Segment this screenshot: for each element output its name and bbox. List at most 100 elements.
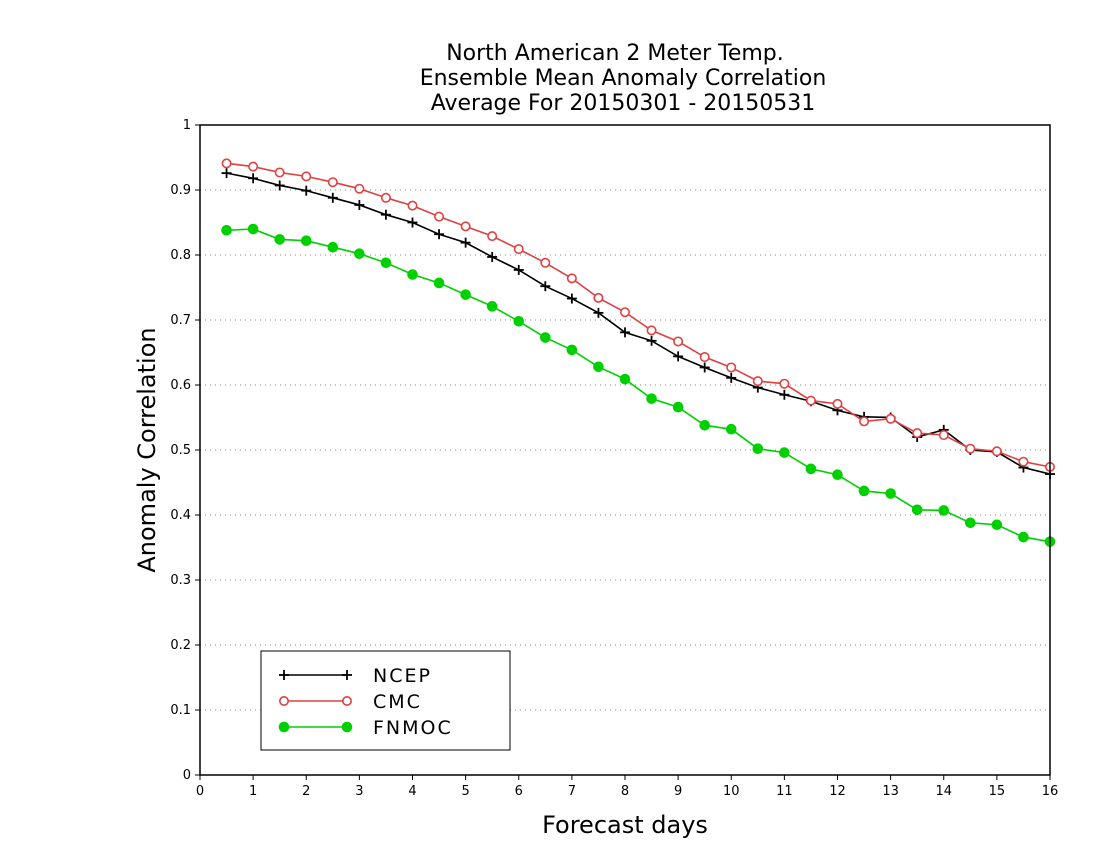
data-point-cmc bbox=[965, 443, 976, 454]
legend-item-cmc: CMC bbox=[278, 691, 422, 713]
x-axis-ticks: 0 1 2 3 4 5 6 7 8 9 10 11 12 13 14 15 16 bbox=[196, 775, 1058, 799]
series-line-ncep bbox=[226, 172, 1051, 475]
x-tick-label: 4 bbox=[408, 784, 416, 799]
data-point-ncep bbox=[434, 229, 445, 240]
data-point-fnmoc bbox=[1018, 531, 1029, 543]
y-axis-label: Anomaly Correlation bbox=[133, 327, 161, 572]
x-tick-label: 7 bbox=[568, 784, 576, 799]
legend-item-fnmoc: FNMOC bbox=[278, 717, 453, 739]
series-fnmoc bbox=[221, 223, 1056, 547]
data-point-cmc bbox=[726, 362, 737, 373]
legend-marker bbox=[279, 670, 289, 680]
chart-title: North American 2 Meter Temp. Ensemble Me… bbox=[420, 41, 827, 116]
data-point-cmc bbox=[354, 183, 365, 194]
data-point-fnmoc bbox=[380, 257, 392, 269]
x-tick-label: 12 bbox=[829, 784, 846, 799]
x-tick-label: 5 bbox=[461, 784, 469, 799]
y-tick-label: 0 bbox=[183, 768, 191, 783]
x-tick-label: 14 bbox=[935, 784, 952, 799]
data-point-cmc bbox=[274, 167, 285, 178]
data-point-fnmoc bbox=[513, 316, 525, 327]
data-point-ncep bbox=[779, 389, 790, 400]
data-point-cmc bbox=[566, 273, 577, 284]
data-point-fnmoc bbox=[300, 235, 312, 246]
data-point-fnmoc bbox=[672, 401, 684, 413]
data-point-cmc bbox=[593, 292, 604, 303]
data-point-ncep bbox=[540, 281, 551, 292]
data-point-fnmoc bbox=[965, 517, 976, 529]
legend-marker bbox=[341, 721, 353, 733]
y-tick-label: 0.1 bbox=[170, 703, 191, 718]
x-tick-label: 3 bbox=[355, 784, 363, 799]
data-point-fnmoc bbox=[274, 234, 285, 245]
series-layer bbox=[221, 158, 1056, 547]
data-point-cmc bbox=[885, 413, 896, 424]
data-point-ncep bbox=[248, 173, 259, 184]
data-point-cmc bbox=[912, 428, 923, 439]
data-point-cmc bbox=[1018, 456, 1029, 467]
plot-frame bbox=[199, 124, 1051, 776]
y-tick-label: 0.8 bbox=[170, 248, 191, 263]
series-ncep bbox=[221, 168, 1055, 480]
data-point-cmc bbox=[513, 244, 524, 255]
data-point-cmc bbox=[673, 336, 684, 347]
data-point-cmc bbox=[248, 161, 259, 172]
data-point-ncep bbox=[301, 185, 312, 196]
data-point-ncep bbox=[407, 217, 418, 228]
chart-title-line-3: Average For 20150301 - 20150531 bbox=[431, 91, 816, 116]
data-point-fnmoc bbox=[832, 469, 843, 481]
data-point-cmc bbox=[487, 231, 498, 242]
data-point-fnmoc bbox=[699, 420, 710, 431]
chart-title-line-1: North American 2 Meter Temp. bbox=[446, 41, 784, 66]
data-point-ncep bbox=[513, 264, 524, 275]
legend-label-fnmoc: FNMOC bbox=[373, 717, 453, 739]
y-tick-label: 0.2 bbox=[170, 638, 191, 653]
data-point-fnmoc bbox=[407, 269, 418, 280]
y-tick-label: 0.3 bbox=[170, 573, 191, 588]
data-point-cmc bbox=[991, 446, 1002, 457]
x-tick-label: 9 bbox=[674, 784, 682, 799]
legend-marker bbox=[278, 721, 290, 733]
x-tick-label: 2 bbox=[302, 784, 310, 799]
x-axis-label: Forecast days bbox=[542, 811, 708, 839]
data-point-ncep bbox=[274, 180, 285, 191]
data-point-ncep bbox=[566, 293, 577, 304]
data-point-cmc bbox=[805, 395, 816, 406]
x-tick-label: 10 bbox=[723, 784, 740, 799]
x-tick-label: 6 bbox=[515, 784, 523, 799]
data-point-cmc bbox=[859, 416, 870, 427]
data-point-fnmoc bbox=[646, 393, 657, 404]
data-point-fnmoc bbox=[486, 301, 498, 312]
chart-title-line-2: Ensemble Mean Anomaly Correlation bbox=[420, 66, 827, 91]
data-point-fnmoc bbox=[327, 241, 339, 253]
data-point-cmc bbox=[832, 398, 843, 409]
legend-label-ncep: NCEP bbox=[373, 665, 432, 687]
data-point-fnmoc bbox=[221, 225, 232, 236]
data-point-fnmoc bbox=[885, 488, 896, 499]
data-point-fnmoc bbox=[247, 223, 259, 235]
data-point-cmc bbox=[327, 177, 338, 188]
data-point-ncep bbox=[646, 335, 657, 346]
x-tick-label: 8 bbox=[621, 784, 629, 799]
data-point-ncep bbox=[620, 327, 630, 338]
data-point-fnmoc bbox=[858, 485, 870, 497]
data-point-ncep bbox=[354, 199, 365, 210]
y-tick-label: 0.5 bbox=[170, 443, 191, 458]
data-point-cmc bbox=[407, 200, 418, 211]
gridlines bbox=[200, 189, 1050, 711]
y-tick-label: 0.4 bbox=[170, 508, 191, 523]
data-point-cmc bbox=[646, 325, 657, 336]
data-point-fnmoc bbox=[911, 504, 923, 516]
x-tick-label: 13 bbox=[882, 784, 899, 799]
y-tick-label: 1 bbox=[183, 118, 191, 133]
series-cmc bbox=[221, 158, 1056, 472]
legend-item-ncep: NCEP bbox=[279, 665, 432, 687]
data-point-ncep bbox=[221, 168, 232, 179]
data-point-cmc bbox=[434, 211, 445, 222]
legend-label-cmc: CMC bbox=[373, 691, 422, 713]
data-point-cmc bbox=[779, 378, 790, 389]
data-point-fnmoc bbox=[354, 248, 365, 259]
data-point-cmc bbox=[301, 171, 312, 182]
data-point-fnmoc bbox=[619, 373, 631, 385]
